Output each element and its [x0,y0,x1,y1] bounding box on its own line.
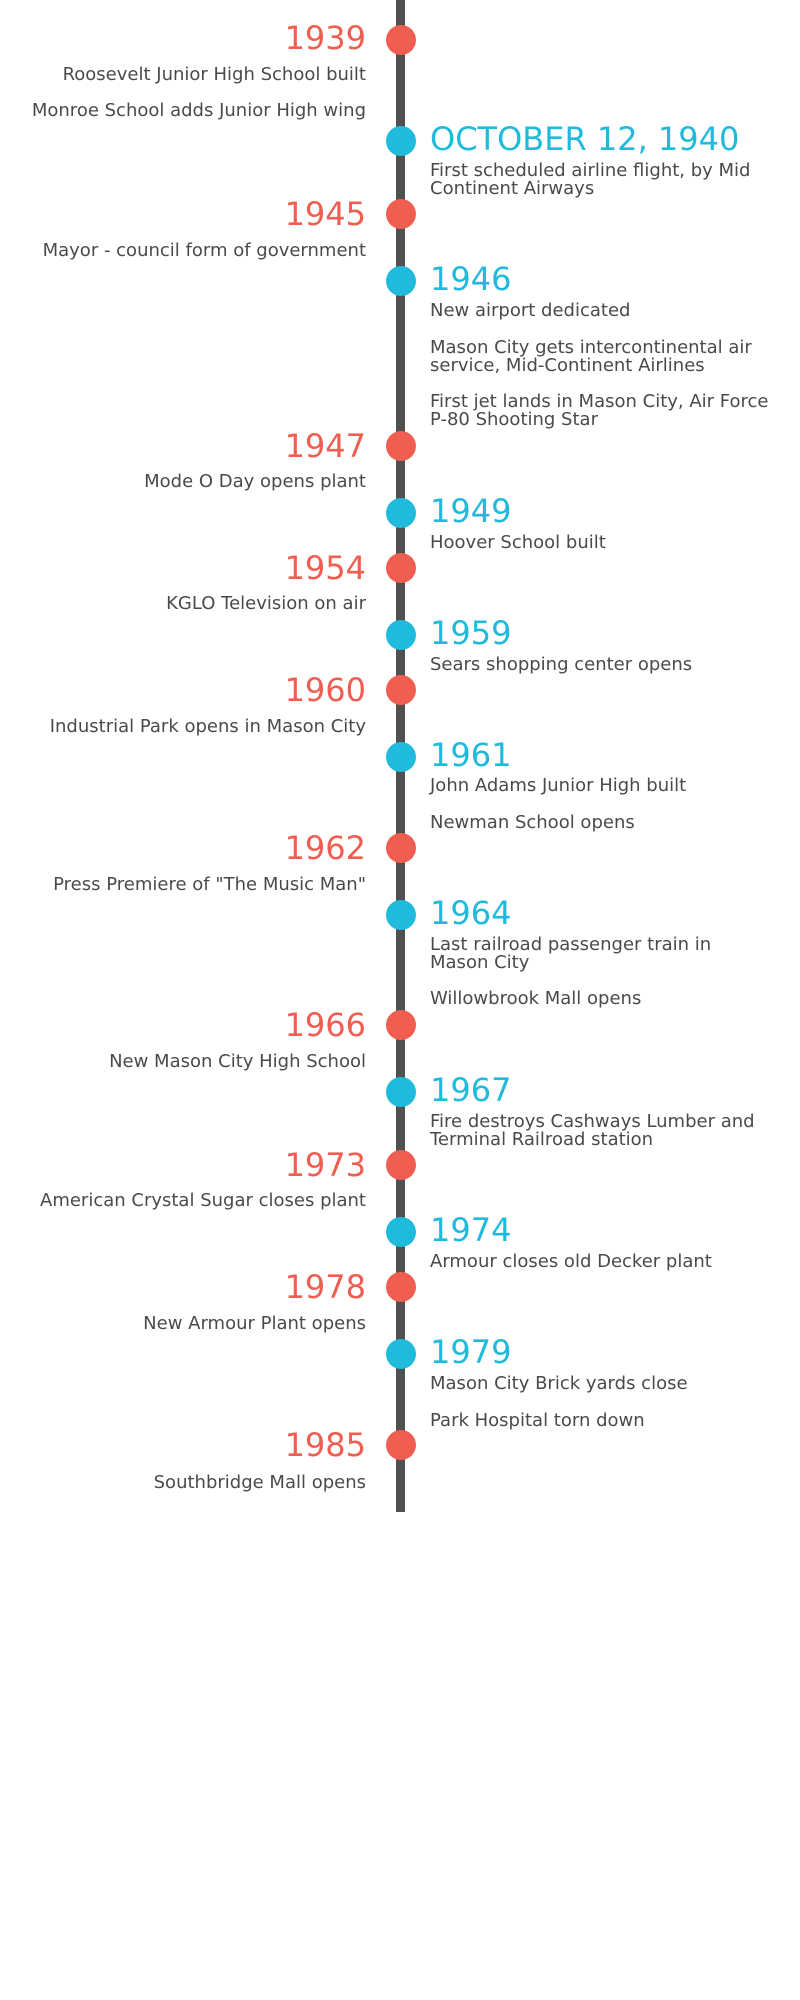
timeline-event: Industrial Park opens in Mason City [49,716,366,737]
timeline-event: Press Premiere of "The Music Man" [53,874,366,895]
timeline-year: 1964 [430,894,512,932]
timeline-event: Mode O Day opens plant [144,471,366,492]
timeline-event: John Adams Junior High built [430,775,687,796]
timeline-event: New Armour Plant opens [143,1313,366,1334]
timeline-year: 1979 [430,1333,512,1371]
timeline-year: 1939 [284,19,366,57]
timeline-year: OCTOBER 12, 1940 [430,120,740,158]
timeline-marker [386,1217,416,1247]
timeline-event: Newman School opens [430,812,635,833]
timeline-event: First scheduled airline flight, by Mid C… [430,160,751,199]
timeline-marker [386,1272,416,1302]
timeline-event: Roosevelt Junior High School built [62,64,366,85]
timeline-marker [386,431,416,461]
timeline-marker [386,553,416,583]
timeline-year: 1973 [284,1146,366,1184]
timeline-year: 1954 [284,549,366,587]
timeline-event: Mason City Brick yards close [430,1373,688,1394]
timeline-event: Armour closes old Decker plant [430,1251,712,1272]
timeline-marker [386,266,416,296]
timeline-year: 1946 [430,260,512,298]
timeline-marker [386,25,416,55]
timeline-marker [386,742,416,772]
timeline-marker [386,900,416,930]
timeline-event: Park Hospital torn down [430,1410,645,1431]
timeline-year: 1962 [284,829,366,867]
timeline-event: American Crystal Sugar closes plant [40,1190,366,1211]
timeline-event: Mayor - council form of government [42,240,366,261]
timeline-event: Last railroad passenger train in Mason C… [430,934,712,973]
timeline-event: Fire destroys Cashways Lumber and Termin… [430,1111,755,1150]
timeline-event: Willowbrook Mall opens [430,988,642,1009]
timeline-year: 1959 [430,614,512,652]
timeline-year: 1949 [430,492,512,530]
timeline-event: Southbridge Mall opens [153,1472,366,1493]
timeline-event: New Mason City High School [109,1051,366,1072]
timeline-year: 1960 [284,671,366,709]
timeline-marker [386,1010,416,1040]
timeline-year: 1945 [284,195,366,233]
timeline-event: Mason City gets intercontinental air ser… [430,337,752,376]
timeline-year: 1966 [284,1006,366,1044]
timeline-year: 1978 [284,1268,366,1306]
timeline-year: 1974 [430,1211,512,1249]
timeline-event: KGLO Television on air [166,593,366,614]
timeline-year: 1947 [284,427,366,465]
timeline-marker [386,199,416,229]
timeline-marker [386,1339,416,1369]
timeline-marker [386,1077,416,1107]
timeline-marker [386,1430,416,1460]
timeline-marker [386,620,416,650]
timeline-year: 1967 [430,1071,512,1109]
timeline-marker [386,498,416,528]
timeline-marker [386,1150,416,1180]
timeline-marker [386,833,416,863]
timeline-event: First jet lands in Mason City, Air Force… [430,391,769,430]
timeline-event: Hoover School built [430,532,606,553]
timeline-year: 1985 [284,1426,366,1464]
timeline-event: New airport dedicated [430,300,631,321]
timeline-marker [386,126,416,156]
timeline-event: Monroe School adds Junior High wing [31,100,366,121]
timeline-event: Sears shopping center opens [430,654,693,675]
timeline-year: 1961 [430,736,512,774]
timeline-marker [386,675,416,705]
